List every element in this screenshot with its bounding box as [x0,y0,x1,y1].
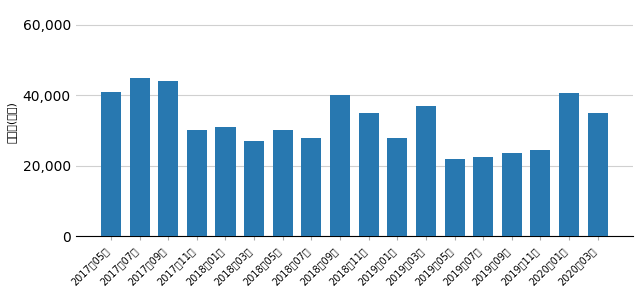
Bar [187,131,207,236]
Bar [502,153,522,236]
Bar [416,106,436,236]
Bar [387,138,407,236]
Bar [445,159,465,236]
Bar [301,138,321,236]
Bar [244,141,264,236]
Bar [158,81,179,236]
Bar [588,113,608,236]
Bar [273,131,292,236]
Bar [531,150,550,236]
Bar [129,78,150,236]
Bar [216,127,236,236]
Bar [473,157,493,236]
Bar [330,95,350,236]
Bar [358,113,379,236]
Bar [559,93,579,236]
Y-axis label: 거래량(건수): 거래량(건수) [7,101,17,143]
Bar [101,92,121,236]
